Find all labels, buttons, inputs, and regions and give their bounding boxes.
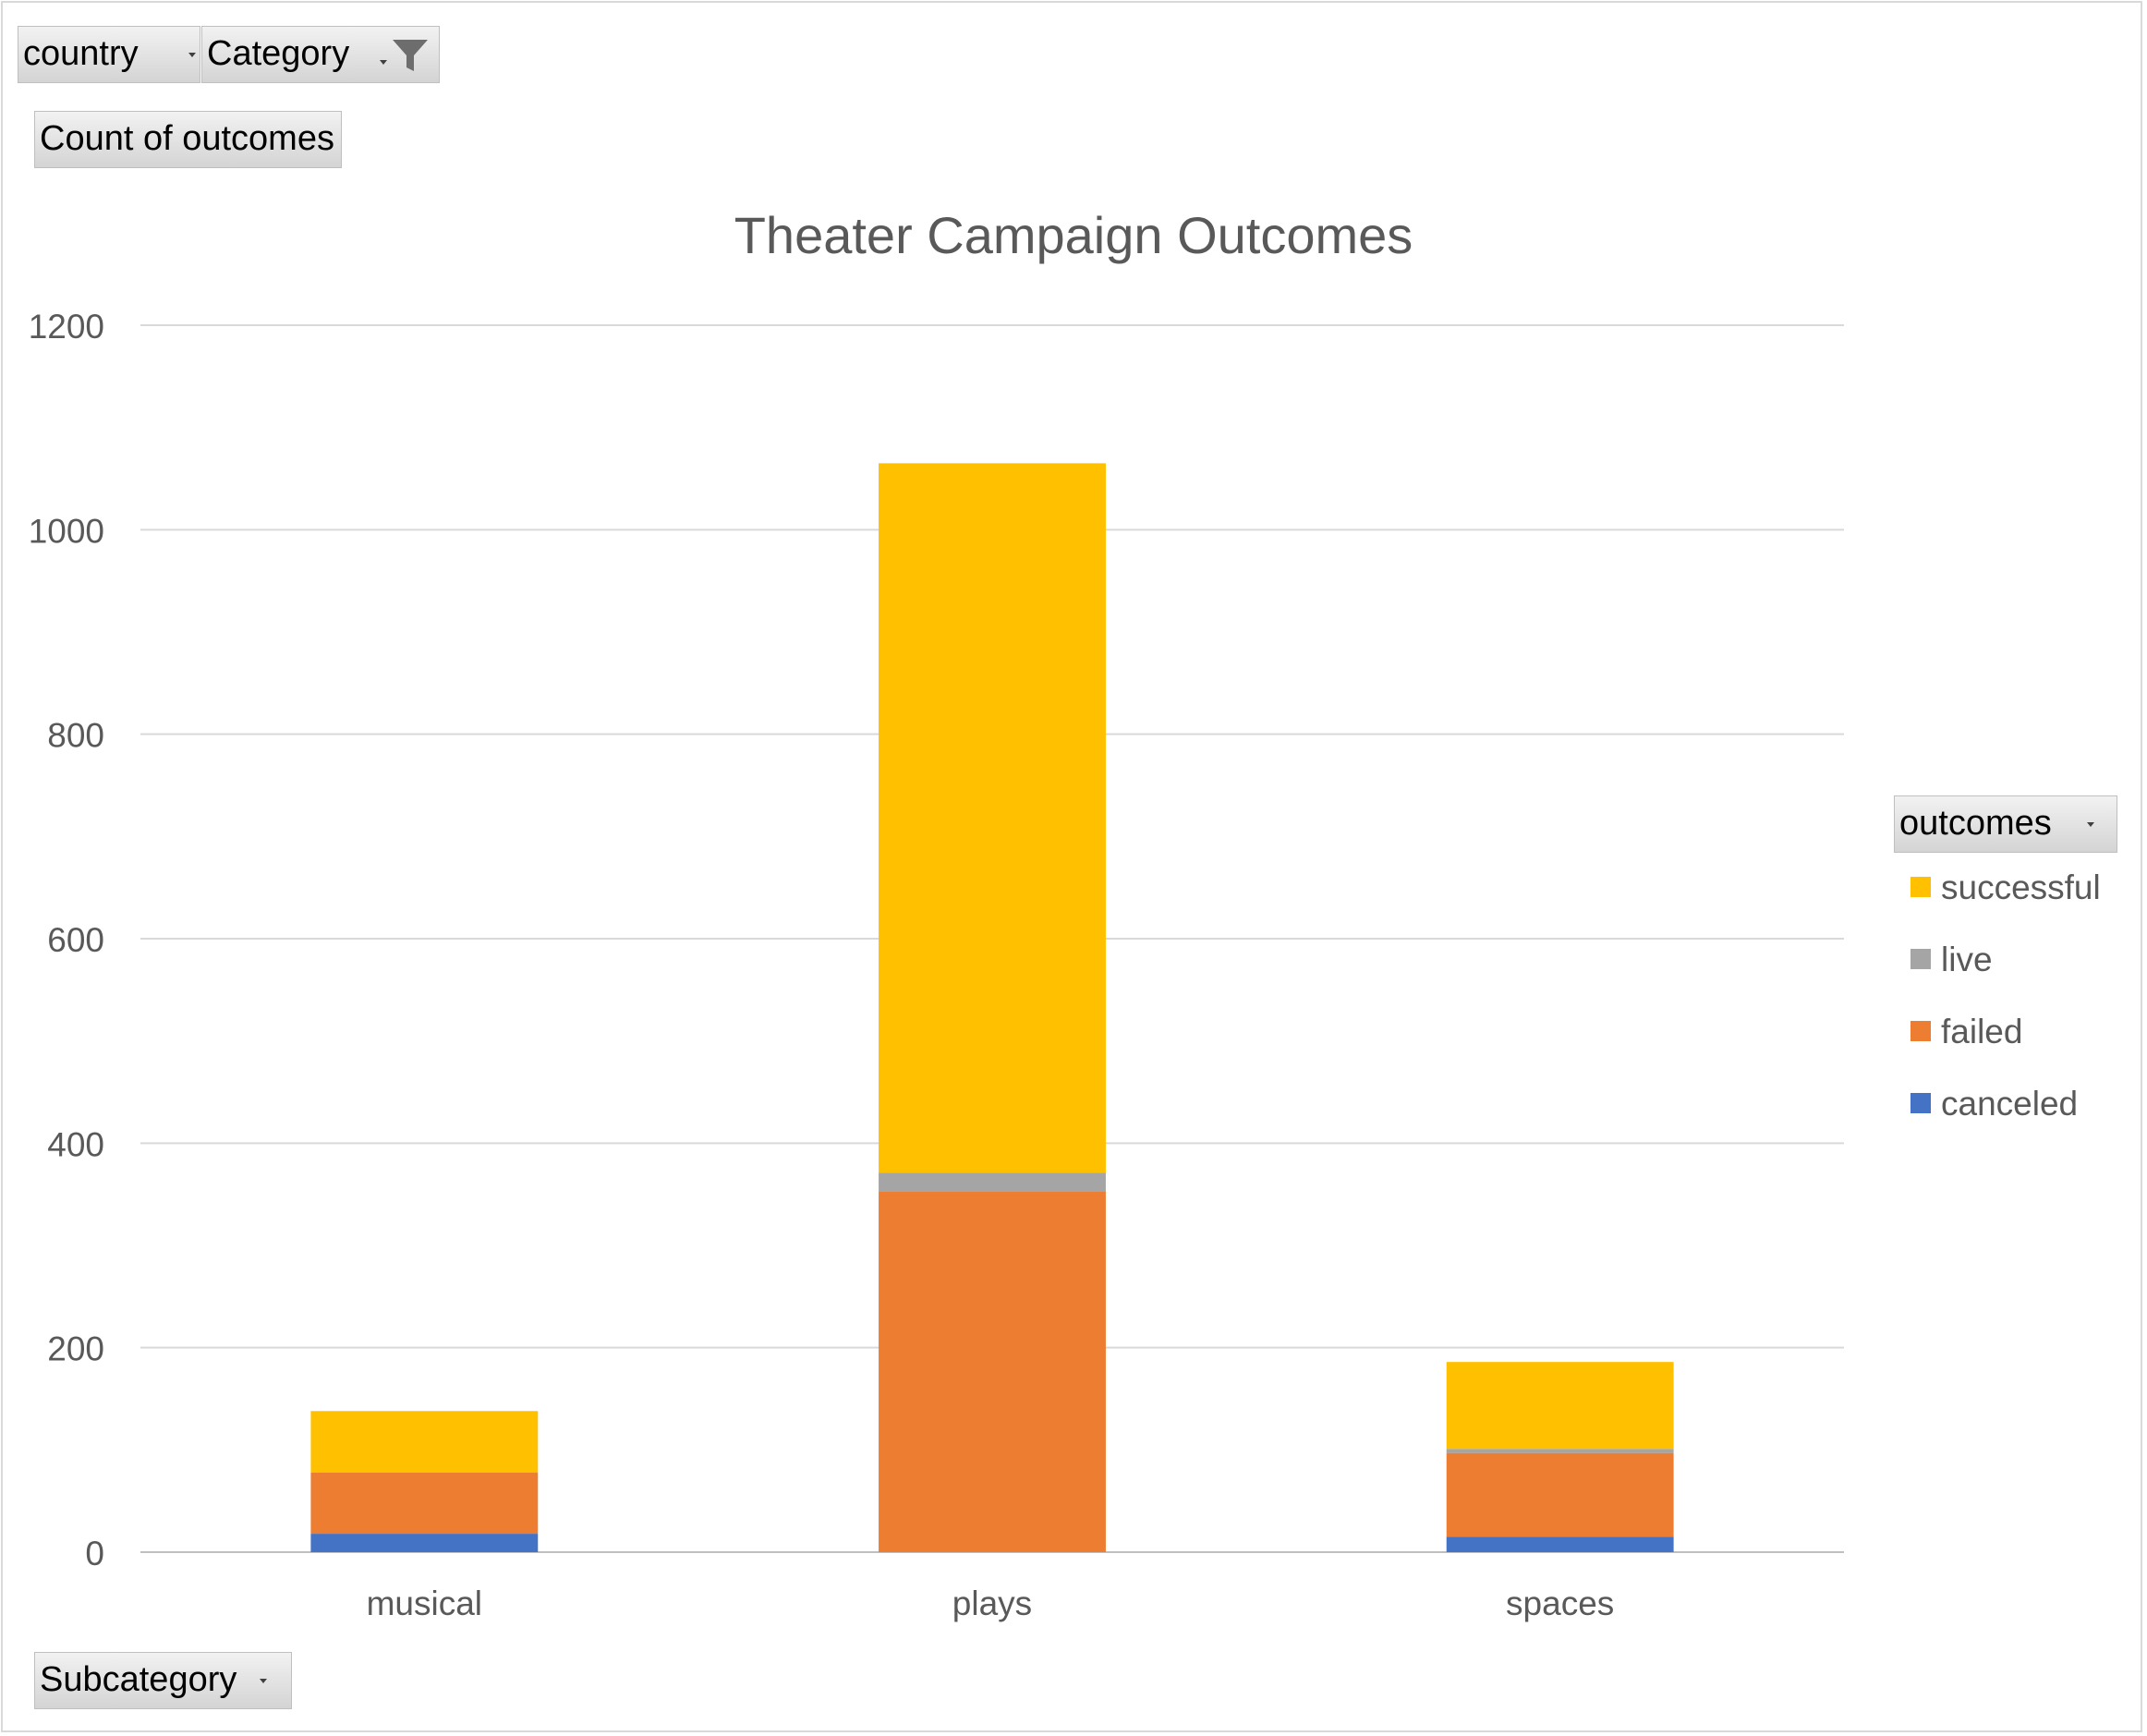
y-tick-label: 1000 [29, 512, 104, 550]
subcategory-field-button[interactable]: Subcategory [34, 1652, 292, 1709]
bar-segment-canceled[interactable] [310, 1534, 539, 1552]
bar-segment-successful[interactable] [310, 1411, 539, 1473]
subcategory-field-label: Subcategory [40, 1660, 237, 1699]
bar-segment-failed[interactable] [310, 1472, 539, 1535]
legend-label-successful[interactable]: successful [1941, 868, 2101, 906]
chevron-down-icon [2087, 822, 2094, 827]
bar-segment-canceled[interactable] [1446, 1536, 1674, 1552]
funnel-icon [393, 40, 428, 71]
category-filter-button[interactable]: Category [201, 26, 440, 83]
bar-segment-live[interactable] [879, 1172, 1106, 1192]
x-tick-label: plays [952, 1584, 1032, 1622]
outcomes-field-button[interactable]: outcomes [1894, 795, 2117, 853]
category-filter-label: Category [207, 34, 350, 73]
bar-segment-live[interactable] [1446, 1449, 1674, 1453]
legend-swatch-live [1910, 949, 1931, 969]
y-tick-label: 800 [47, 717, 104, 755]
bar-segment-failed[interactable] [879, 1191, 1106, 1552]
legend-swatch-successful [1910, 877, 1931, 897]
x-tick-label: musical [367, 1584, 482, 1622]
country-filter-label: country [23, 34, 139, 73]
y-tick-label: 200 [47, 1330, 104, 1368]
bar-segment-successful[interactable] [879, 463, 1106, 1173]
y-tick-label: 0 [85, 1535, 104, 1572]
y-tick-label: 400 [47, 1125, 104, 1163]
bar-segment-failed[interactable] [1446, 1452, 1674, 1537]
legend-swatch-failed [1910, 1021, 1931, 1041]
count-of-outcomes-button[interactable]: Count of outcomes [34, 111, 342, 168]
legend-label-failed[interactable]: failed [1941, 1013, 2022, 1050]
legend-label-canceled[interactable]: canceled [1941, 1085, 2078, 1123]
outcomes-field-label: outcomes [1899, 804, 2052, 843]
country-filter-button[interactable]: country [18, 26, 200, 83]
chart-title: Theater Campaign Outcomes [734, 206, 1413, 264]
x-tick-label: spaces [1506, 1584, 1614, 1622]
chevron-down-icon [260, 1679, 267, 1683]
y-tick-label: 1200 [29, 308, 104, 346]
legend-label-live[interactable]: live [1941, 941, 1993, 978]
chevron-down-icon [188, 53, 196, 57]
count-of-outcomes-label: Count of outcomes [40, 119, 334, 158]
legend-swatch-canceled [1910, 1093, 1931, 1113]
bar-segment-successful[interactable] [1446, 1362, 1674, 1450]
y-tick-label: 600 [47, 921, 104, 959]
chevron-down-icon [380, 60, 387, 65]
